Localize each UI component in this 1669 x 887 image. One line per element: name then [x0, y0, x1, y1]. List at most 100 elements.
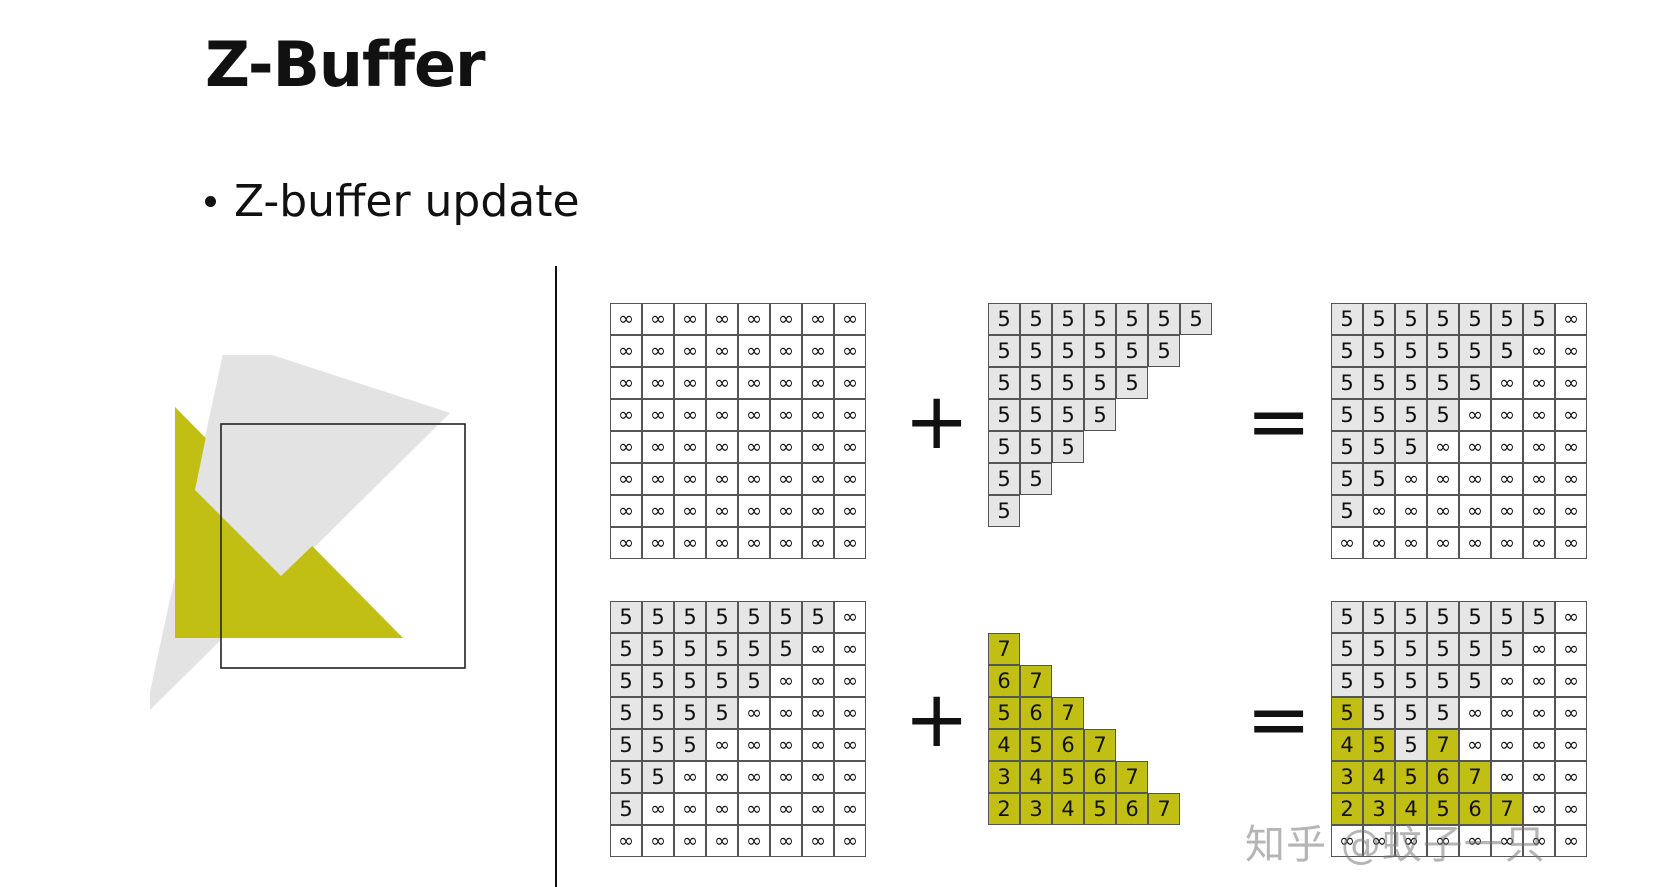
depth-cell: 5 — [738, 633, 770, 665]
depth-cell: 5 — [642, 665, 674, 697]
depth-cell: ∞ — [834, 367, 866, 399]
depth-cell: ∞ — [674, 463, 706, 495]
depth-cell: ∞ — [1523, 729, 1555, 761]
depth-cell: 5 — [642, 729, 674, 761]
depth-cell: ∞ — [802, 665, 834, 697]
depth-cell: ∞ — [706, 495, 738, 527]
depth-cell: 5 — [1363, 633, 1395, 665]
depth-cell: 5 — [1020, 335, 1052, 367]
depth-cell: ∞ — [674, 431, 706, 463]
depth-cell: ∞ — [1523, 527, 1555, 559]
depth-cell: 5 — [802, 601, 834, 633]
depth-cell: ∞ — [738, 495, 770, 527]
depth-cell: ∞ — [1555, 793, 1587, 825]
depth-cell: ∞ — [738, 825, 770, 857]
depth-cell: 5 — [1331, 463, 1363, 495]
depth-cell: 5 — [1331, 665, 1363, 697]
depth-cell: ∞ — [610, 495, 642, 527]
depth-cell: 5 — [1180, 303, 1212, 335]
plus-operator-top: + — [904, 377, 970, 467]
depth-cell: ∞ — [738, 399, 770, 431]
depth-cell: 5 — [1020, 367, 1052, 399]
depth-cell: ∞ — [738, 335, 770, 367]
depth-cell: ∞ — [1363, 825, 1395, 857]
depth-cell: ∞ — [610, 431, 642, 463]
depth-cell: 5 — [642, 633, 674, 665]
depth-cell: 5 — [1148, 335, 1180, 367]
depth-cell: ∞ — [834, 335, 866, 367]
depth-cell: ∞ — [1395, 825, 1427, 857]
depth-cell: ∞ — [706, 793, 738, 825]
depth-cell: 7 — [1148, 793, 1180, 825]
depth-cell: ∞ — [1363, 495, 1395, 527]
depth-cell: ∞ — [802, 495, 834, 527]
depth-cell: 5 — [1395, 633, 1427, 665]
depth-cell: ∞ — [738, 697, 770, 729]
depth-cell: ∞ — [1491, 697, 1523, 729]
depth-cell: ∞ — [770, 431, 802, 463]
depth-cell: ∞ — [706, 729, 738, 761]
bullet-text: Z-buffer update — [234, 176, 580, 227]
depth-cell: ∞ — [802, 367, 834, 399]
depth-cell: 5 — [1331, 303, 1363, 335]
depth-cell: 5 — [738, 665, 770, 697]
depth-cell: 5 — [1331, 431, 1363, 463]
depth-cell: ∞ — [738, 527, 770, 559]
depth-cell: ∞ — [706, 303, 738, 335]
depth-cell: ∞ — [1555, 825, 1587, 857]
depth-cell: ∞ — [738, 729, 770, 761]
depth-cell: ∞ — [674, 367, 706, 399]
depth-cell: 5 — [674, 697, 706, 729]
depth-cell: ∞ — [642, 463, 674, 495]
depth-cell: ∞ — [1523, 633, 1555, 665]
depth-cell: 5 — [1459, 601, 1491, 633]
depth-cell: ∞ — [1331, 825, 1363, 857]
depth-cell: 5 — [988, 303, 1020, 335]
depth-cell: 5 — [1363, 399, 1395, 431]
depth-cell: 5 — [1523, 303, 1555, 335]
depth-cell: 4 — [1363, 761, 1395, 793]
depth-cell: 5 — [988, 463, 1020, 495]
depth-cell: ∞ — [1523, 463, 1555, 495]
depth-cell: 5 — [610, 633, 642, 665]
depth-cell: 5 — [1020, 431, 1052, 463]
depth-cell: ∞ — [1491, 761, 1523, 793]
depth-cell: ∞ — [834, 793, 866, 825]
depth-cell: 7 — [1427, 729, 1459, 761]
depth-cell: 5 — [770, 633, 802, 665]
depth-cell: ∞ — [1491, 665, 1523, 697]
depth-cell: 5 — [1363, 431, 1395, 463]
depth-cell: ∞ — [674, 495, 706, 527]
depth-cell: 5 — [706, 665, 738, 697]
depth-cell: ∞ — [1555, 665, 1587, 697]
depth-cell: ∞ — [738, 463, 770, 495]
depth-cell: ∞ — [1523, 665, 1555, 697]
depth-cell: 5 — [1395, 367, 1427, 399]
depth-cell: ∞ — [770, 463, 802, 495]
depth-cell: 5 — [642, 601, 674, 633]
depth-cell: 5 — [1491, 335, 1523, 367]
depth-cell: 5 — [1427, 335, 1459, 367]
depth-cell: 5 — [1395, 335, 1427, 367]
depth-cell: 5 — [1331, 399, 1363, 431]
depth-cell: ∞ — [738, 761, 770, 793]
depth-cell: ∞ — [1555, 303, 1587, 335]
depth-cell: ∞ — [610, 367, 642, 399]
depth-cell: ∞ — [802, 633, 834, 665]
depth-cell: ∞ — [834, 431, 866, 463]
depth-cell: 5 — [738, 601, 770, 633]
depth-cell: ∞ — [1427, 825, 1459, 857]
depth-cell: 5 — [1363, 303, 1395, 335]
depth-cell: ∞ — [610, 463, 642, 495]
depth-cell: ∞ — [1523, 495, 1555, 527]
depth-cell: 7 — [1116, 761, 1148, 793]
depth-cell: 5 — [1084, 367, 1116, 399]
depth-cell: 6 — [988, 665, 1020, 697]
depth-cell: 4 — [1331, 729, 1363, 761]
depth-cell: 5 — [988, 495, 1020, 527]
depth-cell: ∞ — [610, 335, 642, 367]
depth-cell: 7 — [1052, 697, 1084, 729]
depth-cell: 5 — [1395, 601, 1427, 633]
depth-cell: 5 — [1427, 633, 1459, 665]
depth-cell: 5 — [674, 729, 706, 761]
